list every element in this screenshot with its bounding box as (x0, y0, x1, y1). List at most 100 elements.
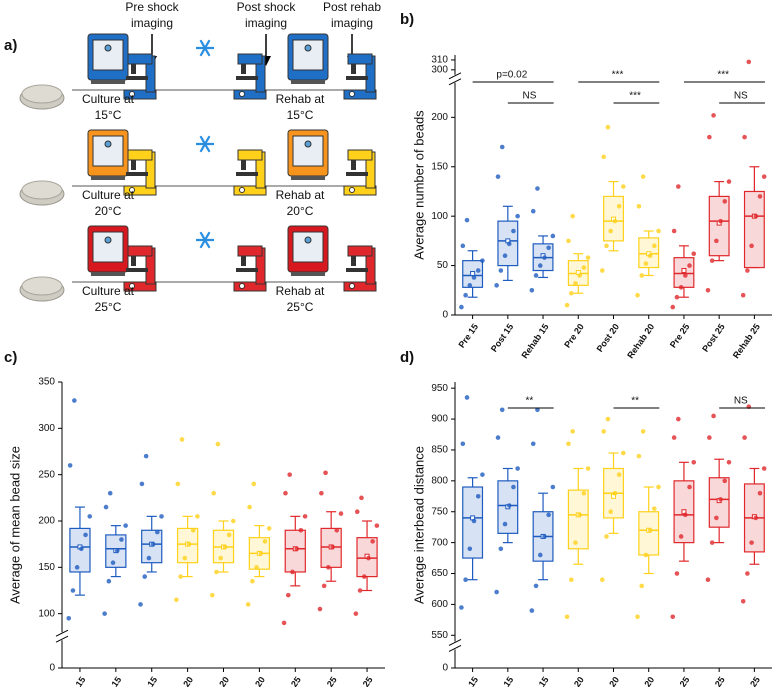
data-point (656, 484, 661, 490)
data-point (195, 514, 200, 519)
data-point (705, 287, 711, 293)
data-point (102, 611, 107, 616)
data-point (103, 504, 109, 510)
scope-knob (349, 283, 355, 289)
data-point (530, 441, 536, 447)
data-point (601, 154, 606, 160)
data-point (718, 497, 723, 502)
data-point (573, 540, 578, 545)
data-point (319, 490, 324, 496)
data-point (608, 228, 613, 234)
data-point (155, 529, 160, 535)
x-tick-label: Pre 20 (171, 675, 195, 687)
axis-break (448, 78, 462, 86)
data-point (283, 490, 288, 496)
culture-label: Culture at (82, 188, 135, 202)
scope-base (233, 185, 267, 196)
data-point (495, 174, 501, 179)
data-point (529, 608, 535, 613)
data-point (480, 472, 485, 477)
data-point (570, 429, 575, 434)
data-point (564, 302, 570, 308)
data-point (123, 523, 128, 528)
data-point (612, 218, 618, 224)
data-point (600, 577, 605, 582)
scope-head (347, 149, 373, 161)
y-tick-label: 250 (38, 469, 55, 480)
incubator-foot (291, 176, 325, 180)
data-point (608, 509, 613, 515)
data-point (564, 614, 570, 620)
axis-break (448, 639, 462, 646)
incubator-foot (91, 272, 125, 276)
x-tick-label: Pre 15 (456, 675, 480, 687)
data-point (302, 514, 308, 519)
y-tick-label: 800 (431, 475, 448, 486)
significance-label: ** (526, 396, 534, 407)
data-point (323, 470, 328, 476)
data-point (749, 540, 754, 545)
y-tick-label: 150 (38, 562, 55, 573)
mean (681, 268, 687, 274)
rehab-label: 20°C (287, 204, 314, 218)
data-point (186, 541, 192, 547)
y-tick-label: 200 (38, 516, 55, 527)
data-point (258, 551, 264, 556)
data-point (72, 398, 77, 403)
data-point (621, 184, 626, 189)
data-point (535, 407, 540, 413)
axis-break (55, 629, 69, 637)
x-tick-label: Pre 25 (668, 322, 692, 350)
data-point (652, 243, 657, 249)
data-point (566, 441, 571, 447)
data-point (515, 213, 520, 219)
data-point (464, 395, 470, 400)
data-point (178, 574, 183, 579)
data-point (726, 460, 732, 465)
data-point (179, 437, 185, 442)
data-point (635, 292, 640, 298)
x-tick-label: Post 15 (97, 675, 124, 687)
box (638, 511, 660, 556)
petri-dish-top (21, 84, 63, 104)
imaging-label: imaging (131, 16, 173, 30)
data-point (652, 506, 657, 511)
y-axis-title: Average interbead distance (411, 446, 426, 604)
data-point (361, 574, 367, 579)
y-tick-label: 600 (431, 599, 448, 610)
data-point (471, 518, 477, 524)
data-point (605, 416, 611, 422)
data-point (182, 555, 188, 561)
y-tick-label: 350 (38, 377, 55, 388)
data-point (67, 463, 73, 468)
data-point (247, 504, 252, 510)
x-tick-label: Pre 25 (668, 675, 692, 687)
data-point (245, 602, 251, 607)
data-point (722, 478, 728, 484)
significance-label: ** (631, 396, 639, 407)
data-point (640, 429, 646, 434)
data-point (464, 217, 470, 223)
data-point (647, 527, 653, 533)
culture-label: Culture at (82, 92, 135, 106)
data-point (687, 484, 692, 490)
data-point (150, 541, 156, 547)
data-point (621, 450, 626, 456)
scope-lens (131, 256, 136, 266)
scope-knob (239, 283, 245, 289)
axis-break (448, 72, 462, 80)
data-point (159, 514, 164, 519)
data-point (550, 484, 556, 490)
data-point (334, 527, 340, 533)
data-point (511, 484, 516, 490)
x-tick-label: Post 20 (595, 322, 622, 354)
data-point (142, 574, 148, 579)
scope-stage (346, 76, 368, 80)
imaging-label: Post shock (237, 0, 297, 14)
data-point (718, 218, 723, 224)
data-point (604, 534, 609, 539)
scope-stage (236, 172, 258, 176)
scope-lens (241, 160, 246, 170)
data-point (683, 273, 688, 278)
scope-stage (126, 76, 148, 80)
